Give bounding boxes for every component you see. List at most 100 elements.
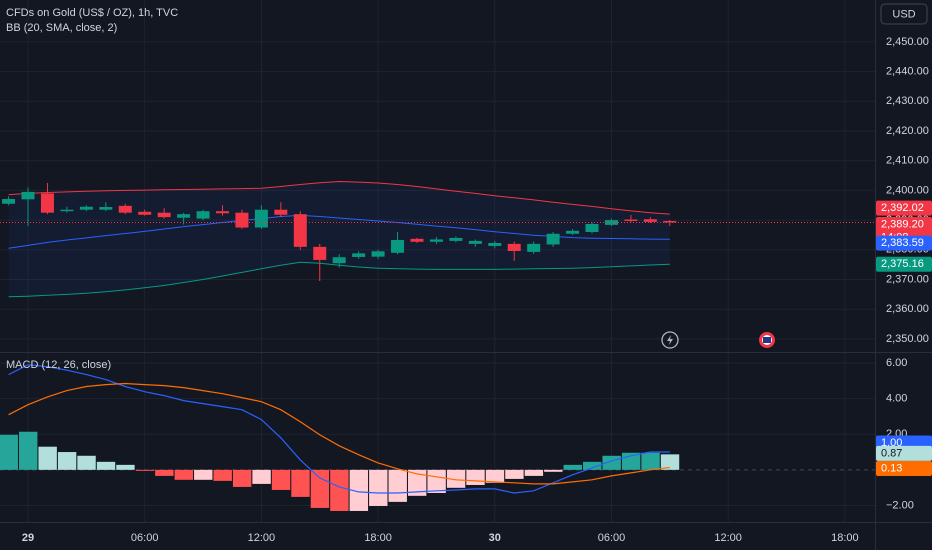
x-tick-label: 12:00 bbox=[248, 532, 276, 544]
histogram-bar bbox=[77, 455, 96, 470]
histogram-bar bbox=[505, 469, 524, 479]
candle-body bbox=[332, 257, 346, 264]
y-tick-label: 4.00 bbox=[886, 393, 907, 405]
candle-body bbox=[468, 240, 482, 244]
histogram-bar bbox=[407, 469, 427, 496]
histogram-bar bbox=[38, 446, 57, 470]
x-tick-label: 29 bbox=[22, 532, 34, 544]
candle-body bbox=[352, 253, 366, 257]
histogram-bar bbox=[544, 469, 563, 472]
price-label: 2,392.02 bbox=[881, 202, 924, 214]
histogram-bar bbox=[96, 461, 116, 470]
candle-body bbox=[429, 239, 443, 242]
axes: 2,350.002,360.002,370.002,380.002,390.00… bbox=[22, 36, 932, 544]
y-tick-label: 2,410.00 bbox=[886, 155, 929, 167]
currency-button[interactable] bbox=[880, 3, 928, 25]
price-label-box bbox=[876, 200, 932, 216]
event-icon[interactable] bbox=[661, 331, 679, 349]
histogram-bar bbox=[19, 431, 38, 470]
plot bbox=[0, 180, 932, 511]
y-tick-label: 2,400.00 bbox=[886, 184, 929, 196]
candle-body bbox=[507, 243, 521, 252]
candle-body bbox=[215, 211, 229, 214]
x-tick-label: 18:00 bbox=[364, 532, 392, 544]
currency: USD bbox=[892, 8, 915, 20]
candle-body bbox=[60, 209, 74, 212]
histogram-bar bbox=[155, 469, 174, 476]
y-tick-label: 2,420.00 bbox=[886, 125, 929, 137]
histogram-bar bbox=[524, 469, 544, 476]
price-label-box bbox=[876, 461, 932, 477]
candle-body bbox=[138, 211, 152, 215]
candle-body bbox=[604, 220, 618, 225]
y-tick-label: 2,350.00 bbox=[886, 333, 929, 345]
candle-body bbox=[157, 212, 171, 218]
candle-body bbox=[40, 193, 54, 213]
histogram-bar bbox=[349, 469, 369, 511]
candle-body bbox=[663, 221, 677, 223]
candle-body bbox=[488, 242, 502, 246]
chart-title: CFDs on Gold (US$ / OZ), 1h, TVC bbox=[6, 7, 178, 19]
histogram-bar bbox=[116, 464, 135, 470]
histogram-bar bbox=[369, 469, 388, 506]
candle-body bbox=[293, 214, 307, 247]
histogram-bar bbox=[174, 469, 193, 480]
histogram-bar bbox=[232, 469, 252, 487]
histogram-bar bbox=[388, 469, 407, 502]
y-tick-label: −2.00 bbox=[886, 499, 914, 511]
histogram-bar bbox=[194, 469, 213, 480]
candle-body bbox=[21, 191, 35, 200]
price-label-box bbox=[876, 445, 932, 461]
price-label: 0.13 bbox=[881, 462, 902, 474]
histogram-bar bbox=[427, 469, 446, 493]
price-label: 2,383.59 bbox=[881, 237, 924, 249]
y-tick-label: 2,360.00 bbox=[886, 303, 929, 315]
candle-body bbox=[79, 206, 93, 210]
candle-body bbox=[391, 240, 405, 253]
flag-icon[interactable] bbox=[759, 332, 775, 348]
candle-body bbox=[2, 199, 16, 204]
candle-body bbox=[449, 237, 463, 241]
histogram-bar bbox=[446, 469, 466, 488]
macd-title: MACD (12, 26, close) bbox=[6, 359, 111, 371]
x-tick-label: 06:00 bbox=[598, 532, 626, 544]
line-series bbox=[8, 180, 670, 215]
x-tick-label: 12:00 bbox=[714, 532, 742, 544]
candle-body bbox=[546, 233, 560, 245]
candle-body bbox=[527, 243, 541, 252]
histogram-bar bbox=[583, 461, 602, 470]
price-label-box bbox=[876, 235, 932, 251]
histogram-bar bbox=[271, 469, 291, 490]
candle-body bbox=[274, 209, 288, 215]
candle-body bbox=[196, 211, 210, 219]
price-label-box bbox=[876, 256, 932, 272]
histogram-bar bbox=[252, 469, 271, 484]
histogram-bar bbox=[466, 469, 485, 485]
price-label: 0.87 bbox=[881, 447, 902, 459]
y-tick-label: 2,450.00 bbox=[886, 36, 929, 48]
histogram-bar bbox=[135, 469, 155, 471]
histogram-bar bbox=[563, 464, 582, 470]
indicator-title: BB (20, SMA, close, 2) bbox=[6, 22, 117, 34]
candle-body bbox=[410, 238, 424, 242]
candle-body bbox=[235, 212, 249, 228]
histogram-bar bbox=[310, 469, 330, 508]
histogram-bar bbox=[291, 469, 310, 497]
histogram-bar bbox=[660, 454, 680, 470]
grid bbox=[0, 0, 875, 522]
histogram-bar bbox=[330, 469, 349, 511]
candle-body bbox=[371, 251, 385, 257]
line-series bbox=[8, 382, 670, 485]
histogram-bar bbox=[485, 469, 505, 483]
candle-body bbox=[566, 230, 580, 234]
y-tick-label: 2,430.00 bbox=[886, 95, 929, 107]
x-tick-label: 30 bbox=[489, 532, 501, 544]
candle-body bbox=[118, 205, 132, 213]
candle-body bbox=[177, 214, 191, 218]
x-tick-label: 06:00 bbox=[131, 532, 159, 544]
histogram-bar bbox=[57, 452, 77, 470]
price-label: 2,375.16 bbox=[881, 258, 924, 270]
histogram-bar bbox=[0, 434, 18, 470]
